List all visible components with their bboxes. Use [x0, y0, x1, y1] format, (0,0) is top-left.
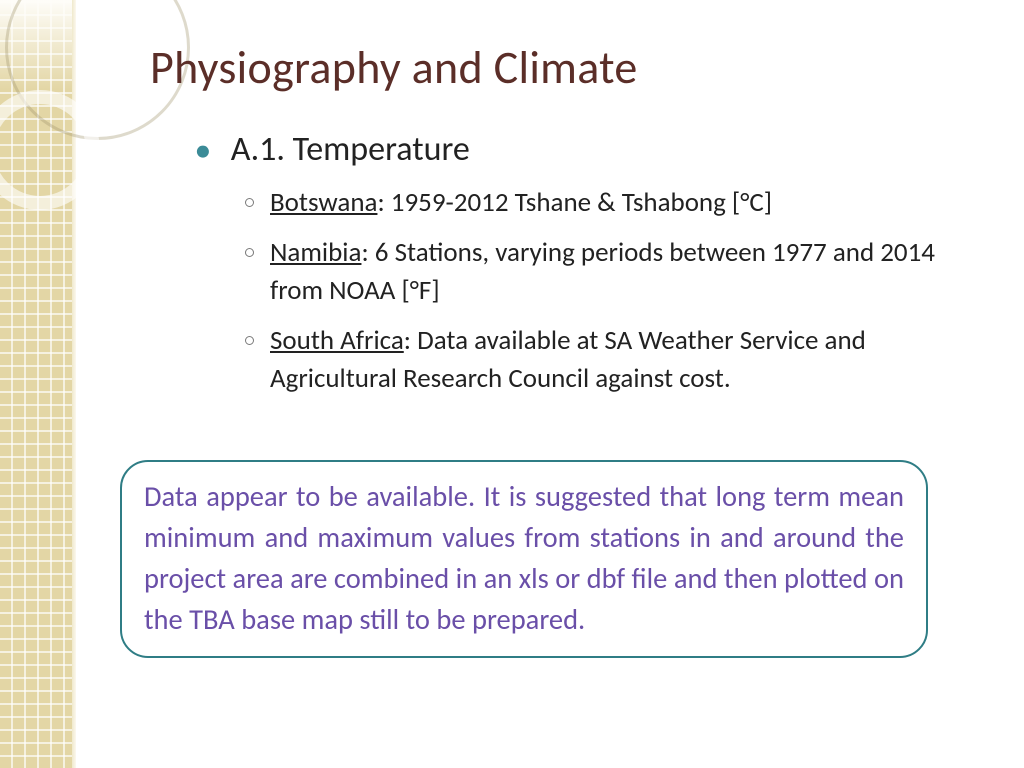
subbullet-text: Botswana: 1959-2012 Tshane & Tshabong [°… — [270, 184, 772, 222]
slide-content: Physiography and Climate ● A.1. Temperat… — [150, 40, 990, 410]
subbullet-botswana: Botswana: 1959-2012 Tshane & Tshabong [°… — [245, 184, 965, 222]
callout-box: Data appear to be available. It is sugge… — [120, 460, 928, 658]
subbullet-text: South Africa: Data available at SA Weath… — [270, 322, 965, 398]
subbullet-text: Namibia: 6 Stations, varying periods bet… — [270, 234, 965, 310]
ring-bullet-icon — [245, 248, 254, 257]
slide-title: Physiography and Climate — [150, 40, 990, 96]
country-label: South Africa — [270, 324, 404, 357]
country-detail: : 6 Stations, varying periods between 19… — [270, 236, 935, 307]
ring-bullet-icon — [245, 336, 254, 345]
subbullet-namibia: Namibia: 6 Stations, varying periods bet… — [245, 234, 965, 310]
callout-text: Data appear to be available. It is sugge… — [144, 476, 904, 640]
bullet-text: A.1. Temperature — [231, 130, 470, 170]
bullet-dot-icon: ● — [195, 130, 211, 170]
ring-bullet-icon — [245, 198, 254, 207]
country-label: Namibia — [270, 236, 361, 269]
subbullet-southafrica: South Africa: Data available at SA Weath… — [245, 322, 965, 398]
country-label: Botswana — [270, 186, 377, 219]
country-detail: : 1959-2012 Tshane & Tshabong [°C] — [377, 186, 772, 219]
bullet-level1: ● A.1. Temperature — [195, 130, 990, 170]
